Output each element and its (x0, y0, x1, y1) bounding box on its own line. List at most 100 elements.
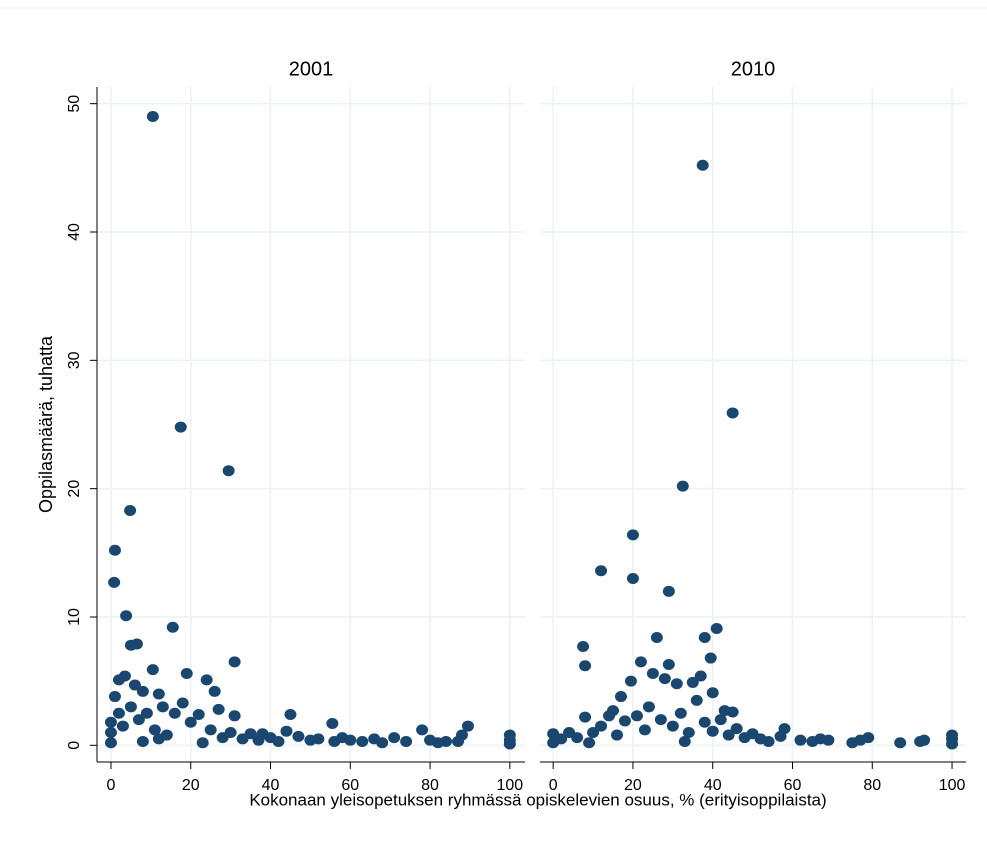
scatter-point (946, 729, 959, 741)
scatter-point (128, 679, 141, 691)
y-axis-label: Oppilasmäärä, tuhatta (36, 335, 56, 513)
scatter-point (108, 576, 121, 588)
scatter-point (440, 735, 453, 747)
scatter-point (894, 737, 907, 749)
scatter-point (642, 701, 655, 713)
scatter-point (862, 732, 875, 744)
scatter-point (212, 703, 225, 715)
x-tick-label: 60 (341, 777, 359, 794)
scatter-point (104, 716, 117, 728)
scatter-point (730, 723, 743, 735)
scatter-point (587, 726, 600, 738)
scatter-point (148, 724, 161, 736)
scatter-point (152, 688, 165, 700)
scatter-point (228, 710, 241, 722)
x-tick-label: 100 (496, 777, 523, 794)
scatter-point (256, 728, 269, 740)
scatter-point (124, 639, 137, 651)
scatter-point (176, 697, 189, 709)
scatter-point (174, 421, 187, 433)
scatter-point (455, 729, 468, 741)
panel-title: 2010 (731, 58, 776, 80)
x-tick-label: 40 (704, 777, 722, 794)
scatter-point (292, 730, 305, 742)
scatter-point (662, 658, 675, 670)
scatter-point (624, 675, 637, 687)
scatter-point (416, 724, 429, 736)
scatter-point (104, 737, 117, 749)
scatter-point (388, 732, 401, 744)
y-tick-label: 0 (66, 741, 83, 750)
scatter-point (626, 529, 639, 541)
x-tick-label: 0 (549, 777, 558, 794)
panel-title: 2001 (289, 58, 334, 80)
scatter-point (228, 656, 241, 668)
scatter-point (224, 726, 237, 738)
scatter-point (726, 407, 739, 419)
scatter-point (180, 667, 193, 679)
scatter-point (698, 716, 711, 728)
scatter-point (192, 709, 205, 721)
scatter-point (595, 565, 608, 577)
scatter-point (132, 714, 145, 726)
scatter-point (400, 735, 413, 747)
scatter-point (571, 732, 584, 744)
scatter-point (112, 707, 125, 719)
scatter-point (698, 632, 711, 644)
x-tick-label: 20 (624, 777, 642, 794)
scatter-point (312, 733, 325, 745)
scatter-point (579, 660, 592, 672)
y-tick-label: 10 (66, 608, 83, 626)
scatter-point (356, 735, 369, 747)
x-tick-label: 0 (107, 777, 116, 794)
scatter-point (344, 734, 357, 746)
scatter-point (577, 641, 590, 653)
scatter-point (152, 733, 165, 745)
scatter-point (626, 572, 639, 584)
scatter-point (108, 544, 121, 556)
scatter-point (104, 726, 117, 738)
scatter-point (658, 673, 671, 685)
scatter-point (662, 585, 675, 597)
y-tick-label: 20 (66, 480, 83, 498)
scatter-point (696, 159, 709, 171)
scatter-point (654, 714, 667, 726)
scatter-point (118, 670, 131, 682)
scatter-point (694, 670, 707, 682)
x-tick-label: 80 (421, 777, 439, 794)
y-tick-label: 30 (66, 351, 83, 369)
scatter-point (666, 720, 679, 732)
scatter-point (704, 652, 717, 664)
scatter-point (646, 667, 659, 679)
x-axis-label: Kokonaan yleisopetuksen ryhmässä opiskel… (249, 790, 826, 809)
scatter-point (284, 709, 297, 721)
scatter-point (678, 735, 691, 747)
scatter-point (326, 718, 339, 730)
scatter-point (762, 735, 775, 747)
scatter-point (710, 623, 723, 635)
scatter-point (108, 691, 121, 703)
scatter-point (686, 676, 699, 688)
scatter-point (116, 720, 129, 732)
scatter-point (184, 716, 197, 728)
scatter-point (583, 737, 596, 749)
scatter-point (124, 701, 137, 713)
scatter-point (120, 610, 133, 622)
y-tick-label: 50 (66, 95, 83, 113)
scatter-point (630, 710, 643, 722)
scatter-point (156, 701, 169, 713)
scatter-point (124, 504, 137, 516)
scatter-point (706, 725, 719, 737)
scatter-point (794, 734, 807, 746)
scatter-point (634, 656, 647, 668)
scatter-point (244, 728, 257, 740)
scatter-point (614, 691, 627, 703)
scatter-point (650, 632, 663, 644)
scatter-point (778, 723, 791, 735)
scatter-point (140, 707, 153, 719)
scatter-point (690, 694, 703, 706)
scatter-point (726, 706, 739, 718)
x-tick-label: 40 (262, 777, 280, 794)
scatter-point (579, 711, 592, 723)
